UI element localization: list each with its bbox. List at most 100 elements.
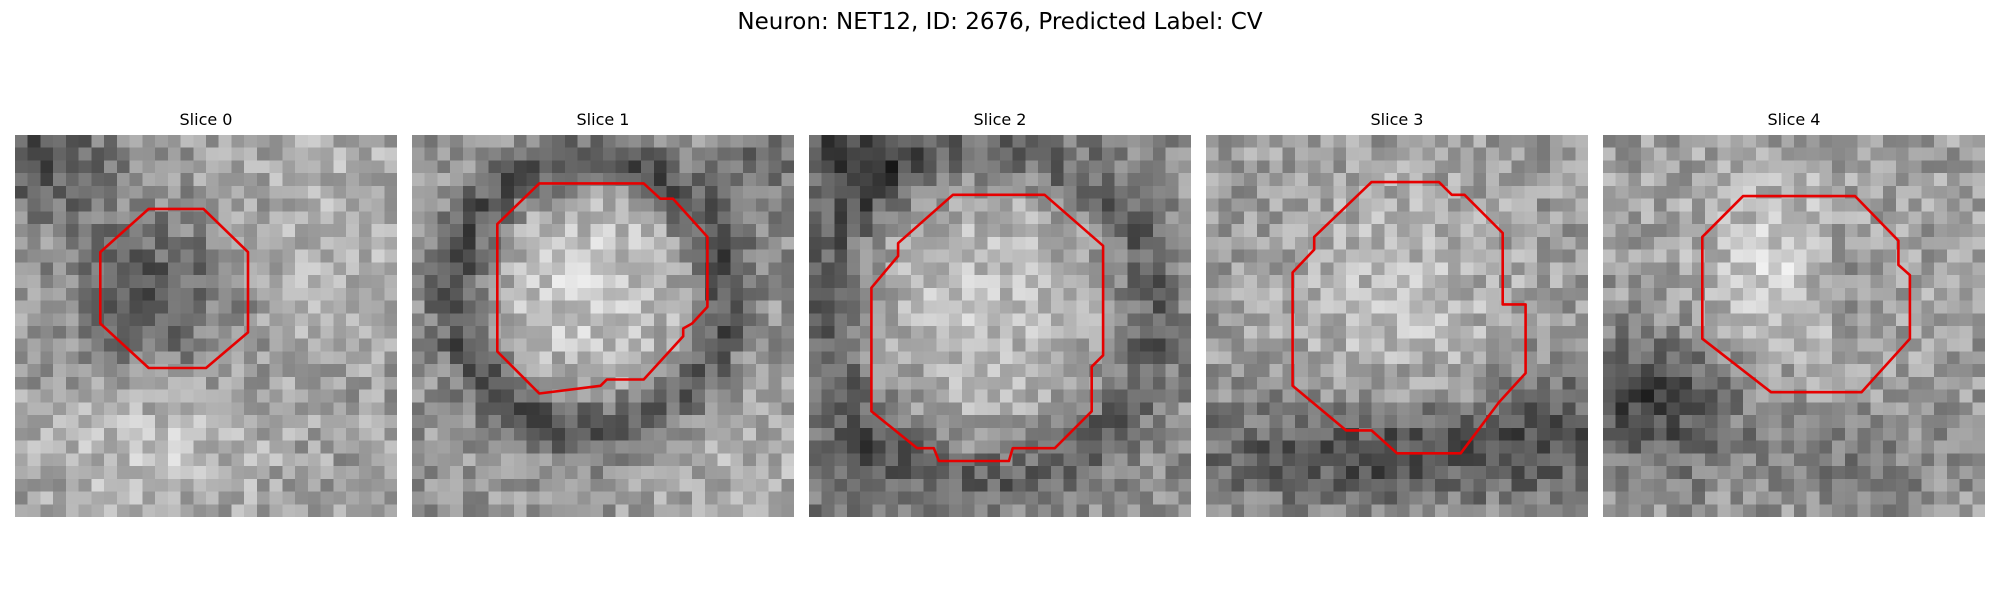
image-pixel (1641, 300, 1655, 314)
image-pixel (768, 415, 782, 429)
image-pixel (1231, 491, 1245, 505)
image-pixel (628, 262, 642, 276)
image-pixel (1549, 376, 1563, 391)
image-pixel (1755, 160, 1769, 174)
image-pixel (974, 440, 988, 454)
image-pixel (961, 504, 975, 517)
image-pixel (282, 313, 296, 327)
image-pixel (1959, 504, 1973, 517)
image-pixel (552, 262, 566, 276)
image-pixel (1743, 211, 1757, 225)
image-pixel (936, 338, 950, 352)
image-pixel (1333, 376, 1347, 391)
image-pixel (358, 147, 372, 161)
image-pixel (167, 376, 181, 391)
image-pixel (129, 466, 143, 480)
image-pixel (603, 364, 617, 378)
image-pixel (834, 160, 848, 174)
image-pixel (1895, 147, 1909, 161)
image-pixel (539, 236, 553, 250)
image-pixel (1089, 351, 1103, 365)
image-pixel (1819, 262, 1833, 276)
image-pixel (834, 504, 848, 517)
image-pixel (1743, 326, 1757, 340)
image-pixel (116, 478, 130, 492)
image-pixel (1422, 478, 1436, 492)
image-pixel (1076, 287, 1090, 301)
image-pixel (27, 173, 41, 187)
image-pixel (898, 338, 912, 352)
image-pixel (269, 160, 283, 174)
image-pixel (679, 249, 693, 263)
image-pixel (653, 236, 668, 250)
image-pixel (1244, 504, 1258, 517)
image-pixel (666, 402, 680, 416)
image-pixel (475, 440, 489, 454)
image-pixel (1435, 453, 1449, 467)
image-pixel (615, 415, 629, 429)
image-pixel (679, 300, 693, 314)
image-pixel (1743, 173, 1757, 187)
image-pixel (603, 198, 617, 212)
image-pixel (1409, 275, 1423, 289)
image-pixel (513, 135, 527, 149)
image-pixel (1038, 364, 1052, 378)
image-pixel (1615, 236, 1629, 250)
image-pixel (1050, 211, 1065, 225)
image-pixel (1486, 338, 1500, 352)
image-pixel (1959, 415, 1973, 429)
image-pixel (704, 478, 718, 492)
image-pixel (1063, 491, 1077, 505)
image-pixel (1895, 491, 1909, 505)
image-pixel (1857, 287, 1871, 301)
image-pixel (1371, 326, 1385, 340)
image-pixel (320, 249, 334, 263)
image-pixel (155, 249, 169, 263)
image-pixel (821, 211, 835, 225)
image-pixel (1844, 300, 1859, 314)
image-pixel (412, 440, 426, 454)
image-pixel (1422, 262, 1436, 276)
image-pixel (1870, 453, 1884, 467)
image-pixel (27, 198, 41, 212)
image-pixel (859, 198, 874, 212)
image-pixel (615, 440, 629, 454)
image-pixel (1295, 338, 1309, 352)
image-pixel (1256, 453, 1271, 467)
image-pixel (1038, 427, 1052, 441)
image-pixel (1269, 147, 1283, 161)
image-pixel (1768, 351, 1782, 365)
image-pixel (1346, 300, 1360, 314)
image-pixel (1089, 249, 1103, 263)
image-pixel (1063, 313, 1077, 327)
image-pixel (1717, 249, 1731, 263)
image-pixel (1679, 440, 1693, 454)
image-pixel (1883, 313, 1897, 327)
image-pixel (1895, 275, 1909, 289)
image-pixel (1755, 147, 1769, 161)
image-pixel (987, 173, 1001, 187)
image-pixel (424, 491, 438, 505)
image-pixel (1575, 415, 1588, 429)
image-pixel (1641, 504, 1655, 517)
image-pixel (1114, 287, 1128, 301)
image-pixel (564, 338, 578, 352)
image-pixel (730, 300, 744, 314)
image-pixel (155, 504, 169, 517)
image-pixel (1063, 262, 1077, 276)
image-pixel (1346, 402, 1360, 416)
slice-title: Slice 1 (576, 110, 630, 129)
image-pixel (1218, 402, 1232, 416)
image-pixel (1422, 402, 1436, 416)
image-pixel (577, 224, 591, 238)
image-pixel (1358, 453, 1372, 467)
image-pixel (743, 313, 757, 327)
image-pixel (910, 504, 924, 517)
image-pixel (1244, 224, 1258, 238)
image-pixel (193, 224, 207, 238)
image-pixel (666, 389, 680, 403)
image-pixel (1498, 351, 1512, 365)
image-pixel (641, 249, 655, 263)
image-pixel (1730, 466, 1744, 480)
image-pixel (615, 478, 629, 492)
